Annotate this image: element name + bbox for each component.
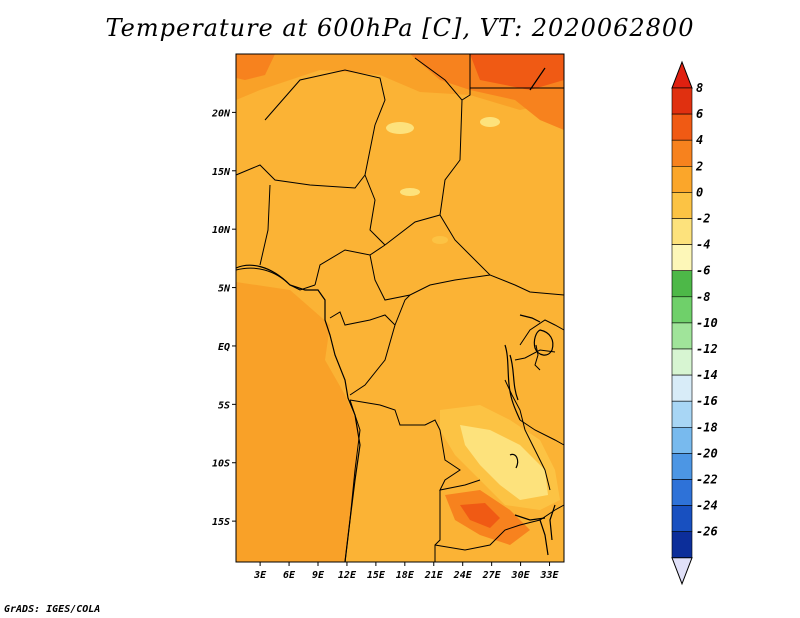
colorbar-label: 2: [695, 159, 703, 173]
south-hot-patch: [460, 503, 500, 528]
colorbar-swatch: [671, 296, 693, 324]
map-frame: [235, 53, 565, 563]
colorbar-bottom-arrow: [671, 557, 693, 586]
colorbar-swatch: [671, 531, 693, 559]
colorbar-swatch: [671, 113, 693, 141]
colorbar-label: -26: [696, 525, 718, 539]
lon-label: 15E: [367, 570, 386, 581]
colorbar-label: 6: [696, 107, 703, 121]
colorbar-swatch: [671, 400, 693, 428]
latitude-axis: 20N 15N 10N 5N EQ 5S 10S 15S: [211, 108, 236, 528]
lon-label: 6E: [283, 570, 296, 581]
colorbar-swatch: [671, 87, 693, 115]
colorbar-label: 4: [696, 133, 703, 147]
pale-spot-2: [480, 117, 500, 127]
lon-label: 3E: [253, 570, 267, 581]
lon-label: 12E: [338, 570, 357, 581]
lat-label: EQ: [218, 342, 230, 353]
lat-label: 10N: [212, 225, 231, 236]
colorbar-swatch: [671, 270, 693, 298]
colorbar-label: -12: [696, 342, 718, 356]
lon-label: 24E: [453, 570, 473, 581]
colorbar-label: 8: [696, 81, 703, 95]
lat-label: 5S: [218, 400, 230, 411]
lon-label: 33E: [539, 570, 559, 581]
pale-spot-3: [400, 188, 420, 196]
colorbar-label: -6: [696, 264, 710, 278]
lon-label: 9E: [312, 570, 325, 581]
colorbar-label: -2: [696, 212, 710, 226]
northwest-warm-patch: [236, 54, 275, 80]
colorbar-label: -16: [696, 394, 718, 408]
lat-label: 15S: [212, 517, 230, 528]
longitude-axis: 3E 6E 9E 12E 15E 18E 21E 24E 27E 30E 33E: [253, 562, 560, 581]
colorbar-swatch: [671, 453, 693, 480]
colorbar-label: -22: [696, 473, 718, 487]
lon-label: 27E: [482, 570, 502, 581]
colorbar-swatch: [671, 139, 693, 167]
colorbar-swatch: [671, 244, 693, 272]
ocean-warm-region: [236, 282, 360, 562]
lon-label: 30E: [511, 570, 531, 581]
pale-spot-1: [386, 122, 414, 134]
colorbar-label: -10: [696, 316, 718, 330]
lon-label: 18E: [396, 570, 415, 581]
colorbar-swatch: [671, 374, 693, 402]
coastlines: [235, 67, 556, 563]
colorbar-label: -18: [696, 420, 718, 434]
lat-label: 10S: [212, 459, 230, 470]
colorbar-swatches: 8 6 4 2 0 -2 -4 -6 -8 -10 -12 -14 -16 -18 -20 -22 -24 -26: [671, 60, 718, 586]
colorbar-label: 0: [696, 185, 703, 199]
lon-label: 21E: [424, 570, 444, 581]
colorbar-swatch: [671, 192, 693, 219]
colorbar-top-arrow: [671, 60, 693, 89]
colorbar-label: -24: [696, 499, 718, 513]
colorbar-swatch: [671, 322, 693, 350]
southeast-cooler-region: [460, 425, 548, 500]
colorbar-label: -14: [696, 368, 718, 382]
colorbar-swatch: [671, 348, 693, 376]
lat-label: 15N: [212, 167, 231, 178]
colorbar-label: -4: [696, 238, 710, 252]
chart-title: Temperature at 600hPa [C], VT: 202006280…: [105, 14, 695, 42]
pale-spot-4: [432, 236, 448, 244]
colorbar-swatch: [671, 166, 693, 193]
northeast-hottest-region: [470, 54, 564, 90]
lat-label: 5N: [218, 284, 231, 295]
colorbar-swatch: [671, 426, 693, 454]
colorbar-swatch: [671, 218, 693, 245]
footer-credit: GrADS: IGES/COLA: [4, 604, 101, 615]
colorbar-label: -8: [696, 290, 710, 304]
colorbar-label: -20: [696, 446, 718, 460]
colorbar-swatch: [671, 505, 693, 533]
lat-label: 20N: [211, 108, 231, 119]
colorbar-swatch: [671, 479, 693, 506]
